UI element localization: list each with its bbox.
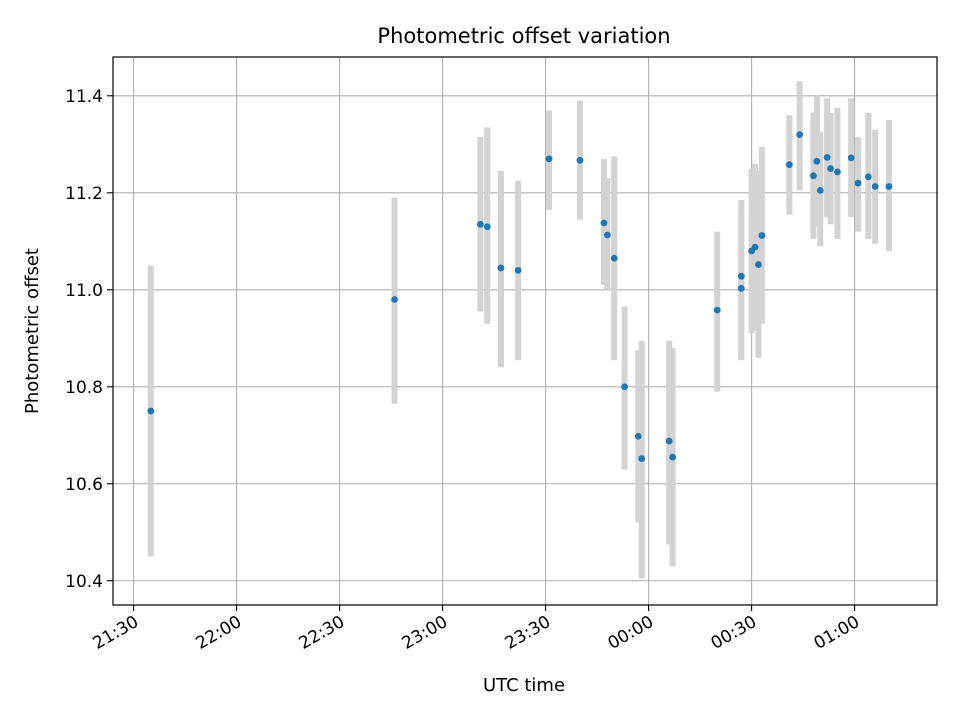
data-point (810, 172, 817, 180)
data-point (610, 254, 618, 262)
x-axis-title: UTC time (483, 675, 565, 696)
data-point (600, 219, 608, 227)
data-point (669, 453, 677, 461)
data-point (665, 437, 673, 445)
data-point (813, 157, 821, 165)
data-point (621, 383, 628, 391)
data-point (476, 220, 484, 228)
data-point (638, 455, 646, 462)
data-point (885, 183, 893, 190)
data-point (497, 264, 505, 272)
y-tick-label: 11.4 (65, 87, 103, 107)
plot-frame (112, 56, 938, 606)
y-tick-label: 10.4 (65, 572, 103, 592)
data-point (823, 153, 831, 161)
chart-title: Photometric offset variation (377, 24, 670, 48)
y-tick-label: 11.0 (65, 281, 103, 301)
data-point (391, 296, 398, 303)
data-point (785, 161, 793, 169)
data-point (634, 432, 642, 440)
y-tick-label: 10.6 (65, 475, 103, 495)
data-point (871, 183, 879, 190)
y-tick-label: 11.2 (65, 184, 103, 204)
data-point (483, 223, 491, 231)
y-tick-label: 10.8 (65, 378, 103, 398)
grid-layer (113, 57, 937, 605)
data-point (864, 173, 872, 181)
data-point (737, 284, 745, 292)
y-axis-title: Photometric offset (22, 248, 43, 414)
data-point (713, 306, 721, 314)
data-point (834, 168, 841, 176)
data-point (514, 266, 522, 274)
point-layer (147, 131, 893, 462)
data-point (847, 154, 855, 162)
data-point (147, 407, 155, 415)
data-point (854, 179, 862, 187)
data-point (737, 272, 745, 280)
data-point (545, 155, 553, 163)
data-point (796, 131, 804, 138)
data-point (816, 186, 824, 194)
data-point (827, 165, 834, 172)
data-point (604, 231, 611, 239)
data-point (576, 156, 584, 164)
data-point (758, 232, 766, 239)
data-point (755, 261, 762, 268)
data-point (751, 243, 759, 251)
